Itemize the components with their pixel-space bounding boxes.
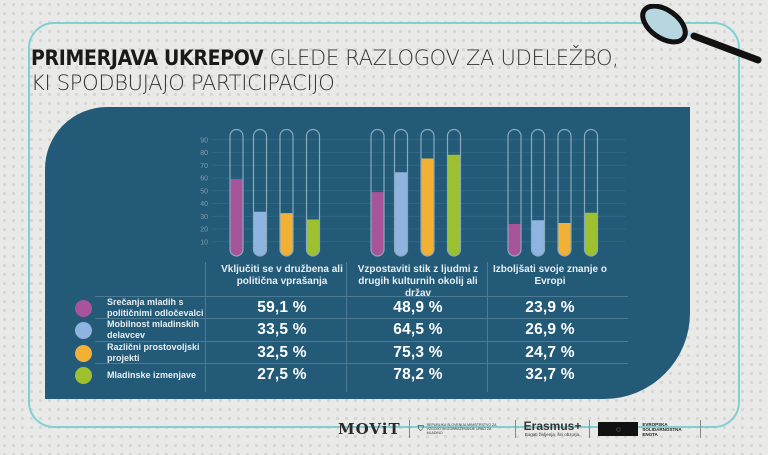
bar-fill bbox=[447, 154, 461, 256]
y-tick-label: 50 bbox=[200, 188, 208, 195]
row-divider bbox=[95, 363, 628, 364]
column-divider bbox=[487, 262, 488, 392]
bar-fill bbox=[280, 213, 293, 256]
y-tick-label: 40 bbox=[200, 201, 208, 208]
eu-flag-icon: ◌ bbox=[598, 422, 639, 436]
bar-fill bbox=[230, 179, 243, 256]
legend-dot-icon bbox=[75, 344, 92, 362]
data-value: 33,5 % bbox=[257, 321, 307, 338]
y-tick-label: 90 bbox=[200, 137, 208, 144]
bar-fill bbox=[371, 192, 385, 256]
legend-label: Srečanja mladih s političnimi odločevalc… bbox=[107, 297, 204, 318]
y-tick-label: 70 bbox=[200, 163, 208, 170]
bar-tube bbox=[252, 128, 268, 257]
title-line2: KI SPODBUJAJO PARTICIPACIJO bbox=[31, 71, 335, 95]
bar-tube bbox=[305, 128, 321, 257]
bar-tube bbox=[420, 128, 435, 257]
data-value: 24,7 % bbox=[525, 344, 575, 361]
bar-tube bbox=[393, 128, 409, 257]
legend-item: Različni prostovoljski projekti bbox=[75, 342, 227, 364]
logo-divider bbox=[514, 420, 516, 438]
data-value: 27,5 % bbox=[257, 366, 307, 383]
bar-tube bbox=[229, 128, 244, 257]
y-tick-label: 30 bbox=[200, 214, 208, 221]
y-tick-label: 80 bbox=[200, 150, 208, 157]
bar-fill bbox=[531, 220, 545, 256]
chart-panel bbox=[45, 107, 690, 399]
data-value: 64,5 % bbox=[393, 321, 443, 338]
legend-item: Srečanja mladih s političnimi odločevalc… bbox=[75, 297, 227, 319]
legend-dot-icon bbox=[75, 366, 92, 384]
bar-fill bbox=[508, 224, 521, 256]
erasmus-logo: Erasmus+ Bogati življenja, širi obzorja. bbox=[524, 420, 582, 438]
bar-tube bbox=[446, 128, 462, 257]
data-value: 23,9 % bbox=[525, 299, 575, 316]
row-divider bbox=[95, 296, 628, 297]
erasmus-text: Erasmus+ bbox=[523, 419, 582, 433]
bar-tube bbox=[583, 128, 599, 257]
title-line1-rest: GLEDE RAZLOGOV ZA UDELEŽBO, bbox=[263, 46, 619, 70]
bar-tube bbox=[370, 128, 385, 257]
column-header: Izboljšati svoje znanje o Evropi bbox=[493, 264, 607, 287]
data-value: 75,3 % bbox=[393, 344, 443, 361]
bar-tube bbox=[530, 128, 546, 257]
legend-dot-icon bbox=[75, 299, 92, 317]
logo-divider bbox=[408, 420, 410, 438]
legend-item: Mladinske izmenjave bbox=[75, 364, 227, 386]
title-bold: PRIMERJAVA UKREPOV bbox=[31, 46, 264, 70]
data-value: 26,9 % bbox=[525, 321, 575, 338]
page-title: PRIMERJAVA UKREPOV GLEDE RAZLOGOV ZA UDE… bbox=[31, 46, 631, 96]
esn-logo: EVROPSKA SOLIDARNOSTNA ENOTA bbox=[642, 421, 682, 437]
legend-label: Mladinske izmenjave bbox=[107, 369, 197, 380]
data-value: 32,5 % bbox=[257, 344, 307, 361]
row-divider bbox=[95, 318, 628, 319]
row-divider bbox=[95, 341, 628, 342]
movit-logo: MOViT bbox=[338, 420, 401, 438]
data-value: 59,1 % bbox=[257, 299, 307, 316]
bar-tube bbox=[279, 128, 294, 257]
legend-label: Mobilnost mladinskih delavcev bbox=[107, 319, 200, 340]
bar-tube bbox=[507, 128, 522, 257]
bar-fill bbox=[253, 211, 267, 256]
erasmus-tagline: Bogati življenja, širi obzorja. bbox=[524, 432, 581, 437]
logo-divider bbox=[589, 420, 591, 438]
data-value: 48,9 % bbox=[393, 299, 443, 316]
bar-fill bbox=[558, 223, 571, 256]
slovenia-crest-icon: ⛉ bbox=[417, 424, 424, 433]
logo-strip: MOViT ⛉ REPUBLIKA SLOVENIJA MINISTRSTVO … bbox=[338, 416, 709, 442]
column-divider bbox=[346, 262, 347, 392]
bar-fill bbox=[584, 212, 598, 256]
column-header: Vzpostaviti stik z ljudmi z drugih kultu… bbox=[357, 264, 479, 299]
data-value: 32,7 % bbox=[525, 366, 575, 383]
column-header: Vključiti se v družbena ali politična vp… bbox=[221, 264, 343, 287]
magnifier-icon bbox=[640, 4, 762, 64]
data-value: 78,2 % bbox=[393, 366, 443, 383]
bar-fill bbox=[421, 158, 434, 256]
legend-dot-icon bbox=[75, 321, 92, 339]
y-tick-label: 10 bbox=[200, 239, 208, 246]
bar-fill bbox=[306, 219, 320, 256]
y-tick-label: 20 bbox=[200, 227, 208, 234]
bar-tube bbox=[557, 128, 572, 257]
legend-item: Mobilnost mladinskih delavcev bbox=[75, 319, 227, 341]
legend-label: Različni prostovoljski projekti bbox=[107, 342, 200, 363]
y-tick-label: 60 bbox=[200, 176, 208, 183]
ministry-logo: REPUBLIKA SLOVENIJA MINISTRSTVO ZA VZGOJ… bbox=[426, 423, 497, 435]
teal-frame bbox=[28, 22, 740, 428]
column-divider bbox=[205, 262, 206, 392]
logo-divider bbox=[700, 420, 702, 438]
bar-fill bbox=[394, 172, 408, 256]
